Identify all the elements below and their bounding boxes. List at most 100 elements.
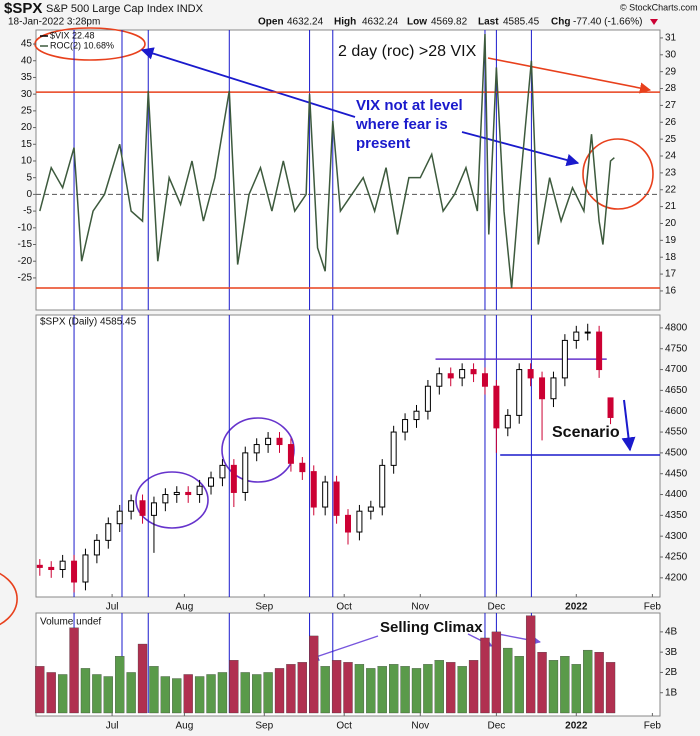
chg-label: Chg (551, 17, 570, 28)
y-tick-label: 4300 (665, 531, 688, 542)
y-tick-label: 35 (21, 72, 33, 83)
y-tick-label: 5 (26, 172, 32, 183)
y-tick-label: -5 (23, 206, 32, 217)
volume-bar (160, 676, 171, 714)
candle-body (539, 377, 546, 400)
y-tick-label: 4250 (665, 552, 688, 563)
open-label: Open (258, 17, 284, 28)
y-tick-label: 1B (665, 687, 678, 698)
volume-bar (400, 666, 410, 714)
x-tick-label: Nov (411, 602, 429, 613)
candle-body (504, 414, 511, 429)
volume-bar (503, 647, 513, 714)
volume-bar (240, 672, 250, 714)
y-tick-label: 20 (21, 122, 33, 133)
y-tick-label: 4700 (665, 364, 688, 375)
x-tick-label: 2022 (565, 602, 588, 613)
candle-body (128, 500, 135, 512)
y2-tick-label: 17 (665, 269, 677, 280)
y-tick-label: 10 (21, 156, 33, 167)
volume-bar (69, 627, 79, 714)
candle-body (527, 369, 534, 379)
volume-bar (274, 668, 285, 714)
candle-body (253, 444, 260, 454)
volume-bar (491, 631, 502, 714)
candle-body (333, 481, 340, 516)
x-tick-label: Oct (336, 721, 352, 732)
volume-bar (571, 664, 581, 714)
x-tick-label: Oct (336, 602, 352, 613)
chg: -77.40 (-1.66%) (573, 17, 642, 28)
y-tick-label: 4550 (665, 427, 688, 438)
y-tick-label: 4800 (665, 323, 688, 334)
y-tick-label: 4350 (665, 510, 688, 521)
arrow (309, 635, 379, 661)
candle-body (116, 510, 123, 525)
volume-bar (46, 672, 56, 714)
volume-bar (57, 674, 68, 714)
volume-bar (320, 666, 330, 714)
highlight-circle (135, 471, 209, 529)
candle-body (573, 331, 580, 341)
candle-body (596, 331, 603, 371)
x-tick-label: Dec (487, 602, 505, 613)
annotation: Selling Climax (380, 619, 483, 636)
highlight-circle (221, 417, 295, 483)
volume-bar (263, 672, 273, 714)
price-panel (35, 314, 661, 598)
y2-tick-label: 19 (665, 235, 677, 246)
y-tick-label: 45 (21, 39, 33, 50)
candle-body (561, 339, 568, 379)
candle-body (93, 539, 100, 556)
annotation: Scenario (552, 424, 620, 441)
source: © StockCharts.com (620, 2, 698, 12)
volume-bar (137, 643, 148, 714)
volume-bar (583, 649, 593, 714)
arrow (621, 399, 636, 452)
candle-body (550, 377, 557, 400)
candle-body (379, 464, 386, 508)
x-tick-label: Feb (644, 602, 662, 613)
volume-bar (343, 662, 353, 714)
x-tick-label: Sep (255, 721, 273, 732)
candle-body (219, 464, 226, 479)
volume-bar (172, 678, 182, 714)
low-label: Low (407, 17, 427, 28)
x-tick-label: Aug (175, 721, 193, 732)
y2-tick-label: 23 (665, 168, 677, 179)
candle-body (105, 523, 112, 541)
x-tick-label: Jul (106, 721, 119, 732)
volume-bar (594, 651, 604, 714)
candle-body (367, 506, 374, 512)
candle-body (265, 437, 272, 446)
panel-title: $SPX (Daily) 4585.45 (40, 317, 137, 328)
annotation: VIX not at level where fear is present (356, 97, 463, 152)
y-tick-label: -20 (18, 256, 33, 267)
candle-body (299, 462, 306, 473)
volume-bar (183, 674, 193, 714)
volume-bar (149, 666, 159, 714)
down-triangle (650, 19, 658, 25)
y2-tick-label: 25 (665, 134, 677, 145)
open: 4632.24 (287, 17, 324, 28)
y-tick-label: 4400 (665, 489, 688, 500)
date: 18-Jan-2022 3:28pm (8, 17, 100, 28)
arrow (140, 47, 356, 118)
candle-body (59, 560, 66, 571)
volume-bar (468, 660, 479, 714)
volume-bar (297, 662, 307, 714)
volume-bar (537, 651, 547, 714)
x-tick-label: Sep (255, 602, 273, 613)
candle-body (139, 500, 146, 516)
candle-body (208, 477, 215, 487)
volume-bar (446, 662, 456, 714)
y-tick-label: 4B (665, 627, 678, 638)
volume-bar (309, 635, 319, 714)
candle-body (276, 437, 283, 446)
volume-bar (217, 672, 228, 714)
candle-body (424, 385, 431, 412)
y-tick-label: 4600 (665, 406, 688, 417)
candle-body (481, 373, 488, 387)
last-label: Last (478, 17, 499, 28)
y-tick-label: 3B (665, 647, 678, 658)
